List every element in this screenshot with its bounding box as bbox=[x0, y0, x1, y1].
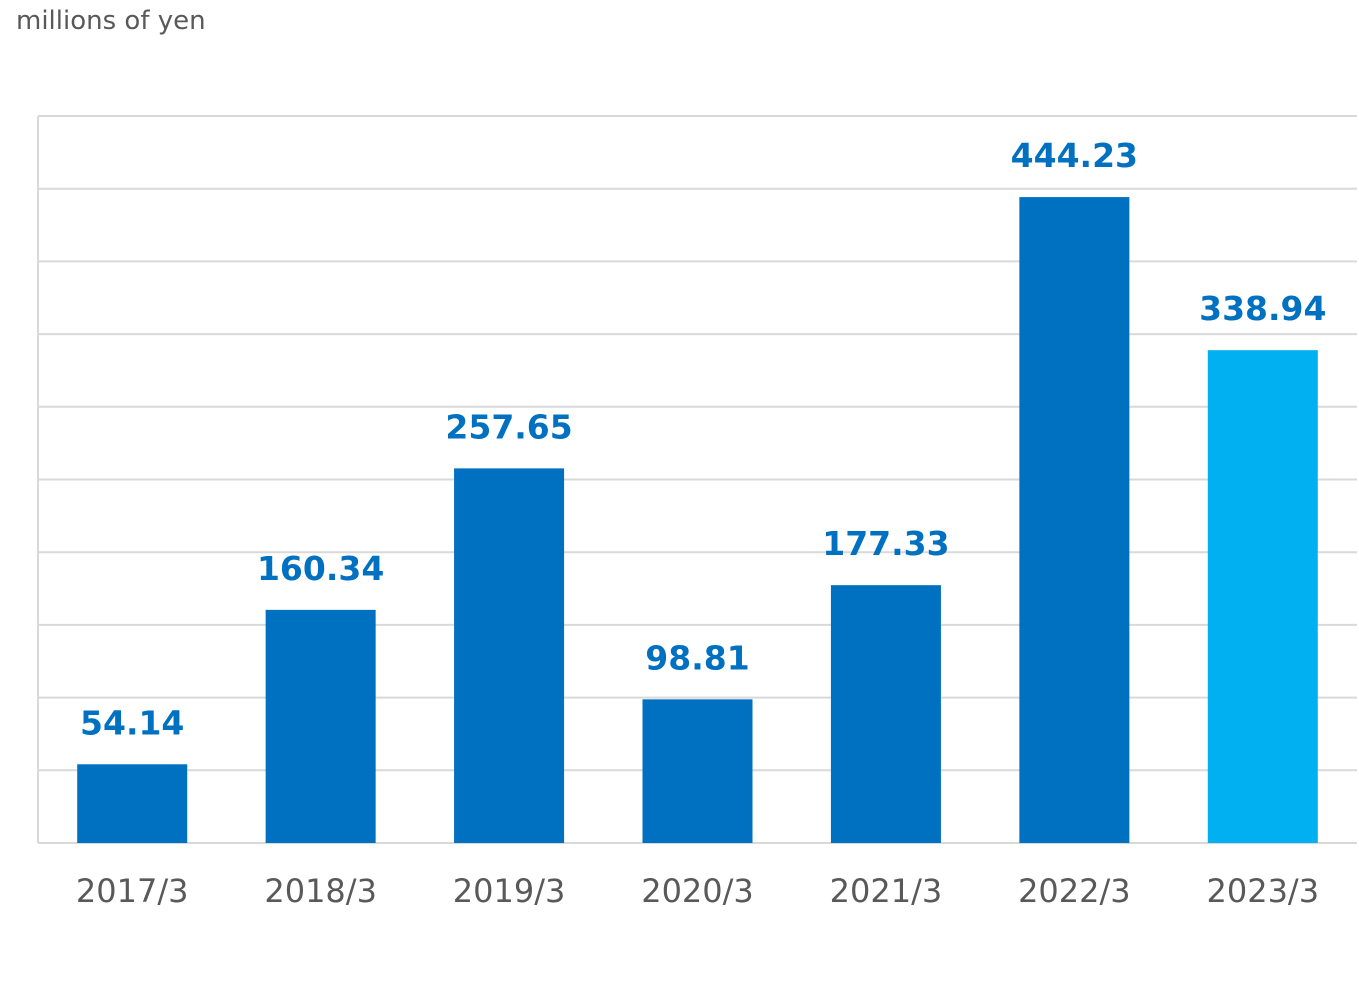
data-label-2022-3: 444.23 bbox=[1011, 136, 1138, 175]
x-tick-label-2019-3: 2019/3 bbox=[453, 872, 566, 910]
bar-2022-3 bbox=[1019, 197, 1130, 843]
y-axis-unit-label: millions of yen bbox=[16, 6, 206, 36]
bar-2019-3 bbox=[454, 468, 565, 843]
bar-2017-3 bbox=[77, 764, 188, 843]
data-label-2023-3: 338.94 bbox=[1199, 289, 1326, 328]
x-tick-label-2021-3: 2021/3 bbox=[830, 872, 943, 910]
data-label-2018-3: 160.34 bbox=[257, 549, 384, 588]
data-label-2019-3: 257.65 bbox=[445, 407, 572, 446]
data-label-2020-3: 98.81 bbox=[645, 638, 749, 677]
x-tick-labels: 2017/3 2018/3 2019/3 2020/3 2021/3 2022/3 2023… bbox=[76, 872, 1319, 910]
x-tick-label-2023-3: 2023/3 bbox=[1206, 872, 1319, 910]
bar-2021-3 bbox=[830, 585, 941, 843]
bars bbox=[77, 197, 1318, 843]
data-label-2017-3: 54.14 bbox=[80, 703, 184, 742]
bar-2023-3 bbox=[1207, 350, 1318, 843]
data-label-2021-3: 177.33 bbox=[822, 524, 949, 563]
x-tick-label-2020-3: 2020/3 bbox=[641, 872, 754, 910]
bar-2018-3 bbox=[265, 609, 376, 843]
x-tick-label-2018-3: 2018/3 bbox=[264, 872, 377, 910]
bar-2020-3 bbox=[642, 699, 753, 843]
x-tick-label-2017-3: 2017/3 bbox=[76, 872, 189, 910]
data-labels: 54.14 160.34 257.65 98.81 177.33 444.23 338.94 bbox=[80, 136, 1326, 742]
x-tick-label-2022-3: 2022/3 bbox=[1018, 872, 1131, 910]
